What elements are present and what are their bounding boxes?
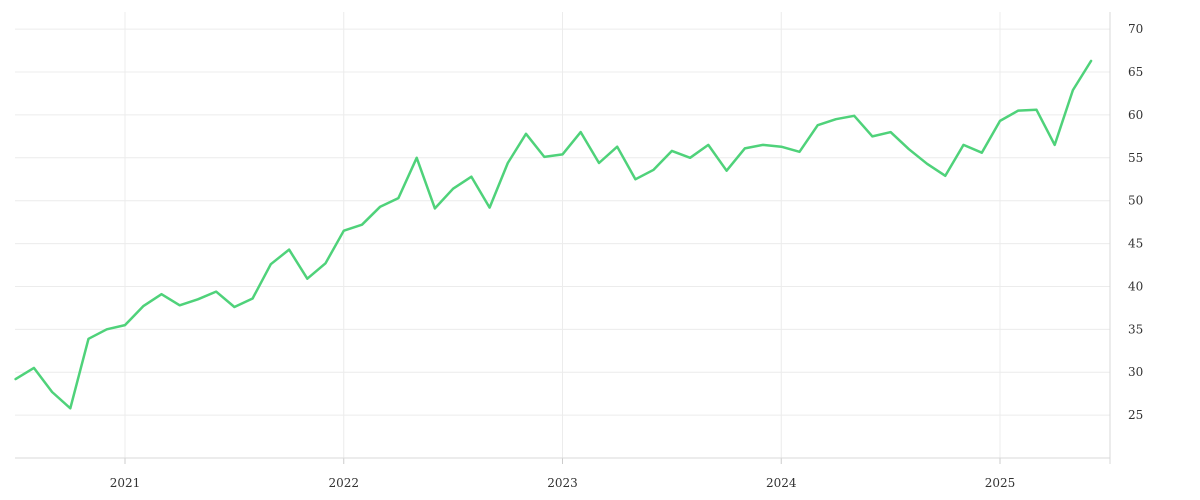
- series-line: [14, 59, 1093, 410]
- grid: [15, 12, 1110, 458]
- x-tick-label: 2023: [547, 476, 578, 490]
- y-tick-label: 60: [1128, 108, 1143, 122]
- y-tick-label: 30: [1128, 365, 1143, 379]
- x-tick-label: 2025: [985, 476, 1016, 490]
- axes: [15, 12, 1111, 464]
- y-tick-label: 65: [1128, 65, 1143, 79]
- y-tick-label: 25: [1128, 408, 1143, 422]
- y-tick-label: 35: [1128, 322, 1143, 336]
- y-tick-label: 70: [1128, 22, 1143, 36]
- x-tick-label: 2022: [328, 476, 359, 490]
- y-tick-label: 55: [1128, 151, 1143, 165]
- x-tick-label: 2021: [110, 476, 141, 490]
- tick-labels: 25 30 35 40 45 50 55 60 65 70 2021 2022 2023 2024 2025: [110, 22, 1144, 490]
- series-layer: [14, 59, 1093, 410]
- y-tick-label: 45: [1128, 237, 1143, 251]
- x-tick-label: 2024: [766, 476, 797, 490]
- y-tick-label: 50: [1128, 194, 1143, 208]
- y-tick-label: 40: [1128, 279, 1143, 293]
